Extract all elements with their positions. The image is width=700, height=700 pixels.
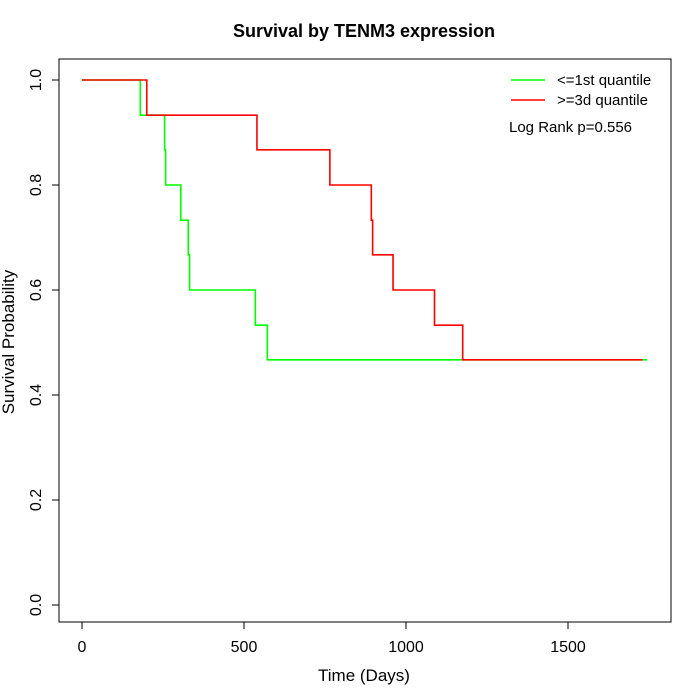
y-axis-label: Survival Probability <box>0 269 18 414</box>
y-tick-label: 0.2 <box>28 489 45 511</box>
y-tick-label: 0.8 <box>28 174 45 196</box>
y-tick-label: 1.0 <box>28 69 45 91</box>
series-line-2 <box>82 79 643 361</box>
log-rank-annotation: Log Rank p=0.556 <box>509 119 632 136</box>
x-tick-label: 500 <box>231 639 258 656</box>
plot-frame <box>58 58 672 623</box>
legend-label: <=1st quantile <box>557 72 651 89</box>
x-tick-label: 1000 <box>388 639 424 656</box>
legend-label: >=3d quantile <box>557 92 648 109</box>
legend: <=1st quantile >=3d quantile <box>511 72 651 109</box>
y-tick-label: 0.0 <box>28 594 45 616</box>
x-axis-label: Time (Days) <box>318 666 410 685</box>
x-tick-label: 1500 <box>550 639 586 656</box>
y-tick-label: 0.4 <box>28 384 45 406</box>
chart-title: Survival by TENM3 expression <box>233 21 495 41</box>
x-tick-label: 0 <box>78 639 87 656</box>
y-axis: 0.0 0.2 0.4 0.6 0.8 1.0 <box>28 69 60 616</box>
x-axis: 0 500 1000 1500 <box>78 621 586 656</box>
y-tick-label: 0.6 <box>28 279 45 301</box>
series-layer <box>82 79 648 361</box>
